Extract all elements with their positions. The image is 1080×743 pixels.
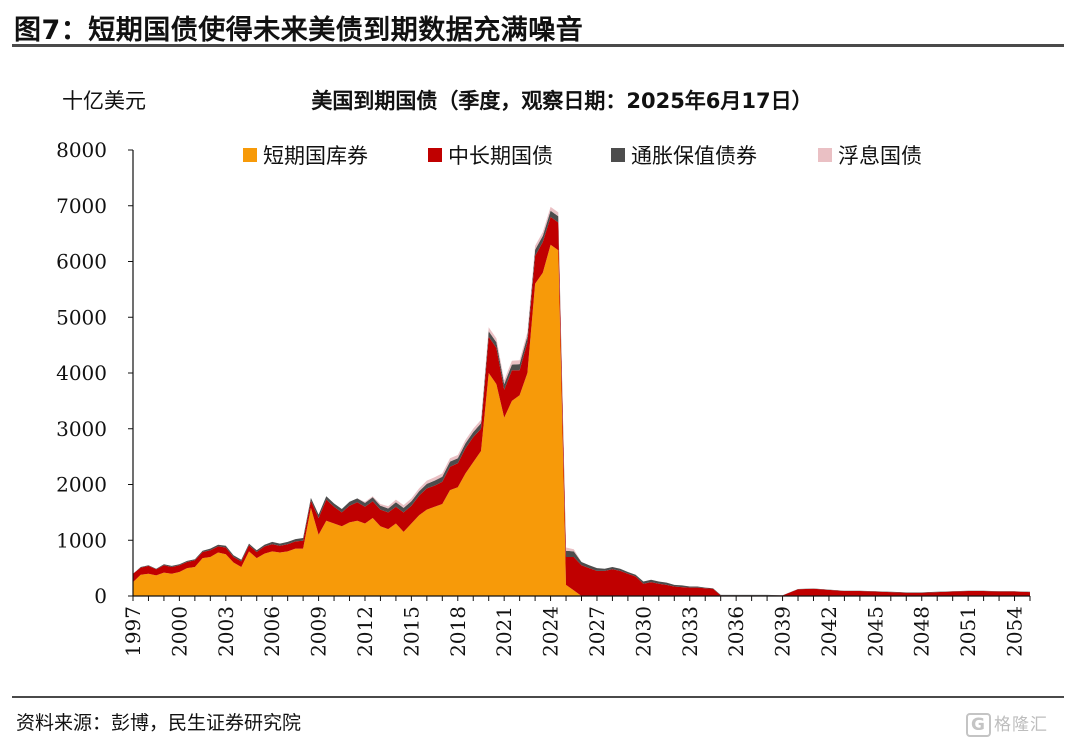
title-rule [12, 44, 1064, 47]
x-tick-label: 2003 [214, 606, 238, 657]
y-tick-label: 6000 [56, 250, 107, 274]
x-tick-label: 2033 [678, 606, 702, 657]
x-tick-label: 2054 [1003, 606, 1027, 657]
source-rule [12, 696, 1064, 698]
x-tick-label: 1997 [121, 606, 145, 657]
x-tick-label: 2006 [260, 606, 284, 657]
y-axis-label: 十亿美元 [62, 89, 146, 113]
area-series-group [133, 206, 1030, 597]
chart-title: 美国到期国债（季度，观察日期：2025年6月17日） [311, 89, 812, 113]
x-tick-label: 2036 [724, 606, 748, 657]
watermark-logo-icon: G [966, 713, 991, 737]
legend-label-3: 浮息国债 [838, 144, 922, 168]
x-tick-label: 2039 [771, 606, 795, 657]
y-tick-label: 1000 [56, 528, 107, 552]
x-tick-label: 2000 [167, 606, 191, 657]
source-note: 资料来源：彭博，民生证券研究院 [16, 712, 302, 734]
area-series-0 [133, 244, 1030, 597]
y-tick-label: 5000 [56, 305, 107, 329]
figure-title: 图7：短期国债使得未来美债到期数据充满噪音 [14, 15, 584, 46]
legend-label-0: 短期国库券 [263, 144, 368, 168]
legend-swatch-0 [243, 148, 257, 162]
legend-swatch-2 [611, 148, 625, 162]
y-tick-label: 0 [94, 584, 107, 608]
watermark-text: 格隆汇 [993, 715, 1048, 735]
legend: 短期国库券 中长期国债 通胀保值债券 浮息国债 [243, 144, 922, 168]
x-tick-label: 2018 [446, 606, 470, 657]
y-tick-label: 7000 [56, 194, 107, 218]
x-tick-label: 2015 [399, 606, 423, 657]
area-series-1 [133, 216, 1030, 596]
x-tick-label: 2024 [539, 606, 563, 657]
y-tick-label: 8000 [56, 138, 107, 162]
x-tick-label: 2051 [956, 606, 980, 657]
watermark: G 格隆汇 [966, 710, 1048, 737]
y-tick-label: 3000 [56, 417, 107, 441]
x-tick-label: 2021 [492, 606, 516, 657]
x-tick-label: 2042 [817, 606, 841, 657]
legend-label-2: 通胀保值债券 [631, 144, 757, 168]
axes: 0 1000 2000 3000 4000 5000 6000 7000 8000 1997 200… [56, 138, 1031, 657]
area-series-2 [133, 210, 1030, 596]
x-tick-label: 2027 [585, 606, 609, 657]
legend-label-1: 中长期国债 [448, 144, 553, 168]
x-tick-label: 2012 [353, 606, 377, 657]
x-tick-label: 2045 [863, 606, 887, 657]
x-tick-label: 2009 [307, 606, 331, 657]
y-tick-label: 4000 [56, 361, 107, 385]
x-tick-label: 2030 [631, 606, 655, 657]
area-series-3 [133, 206, 1030, 596]
legend-swatch-3 [818, 148, 832, 162]
x-tick-label: 2048 [910, 606, 934, 657]
legend-swatch-1 [428, 148, 442, 162]
y-tick-label: 2000 [56, 473, 107, 497]
